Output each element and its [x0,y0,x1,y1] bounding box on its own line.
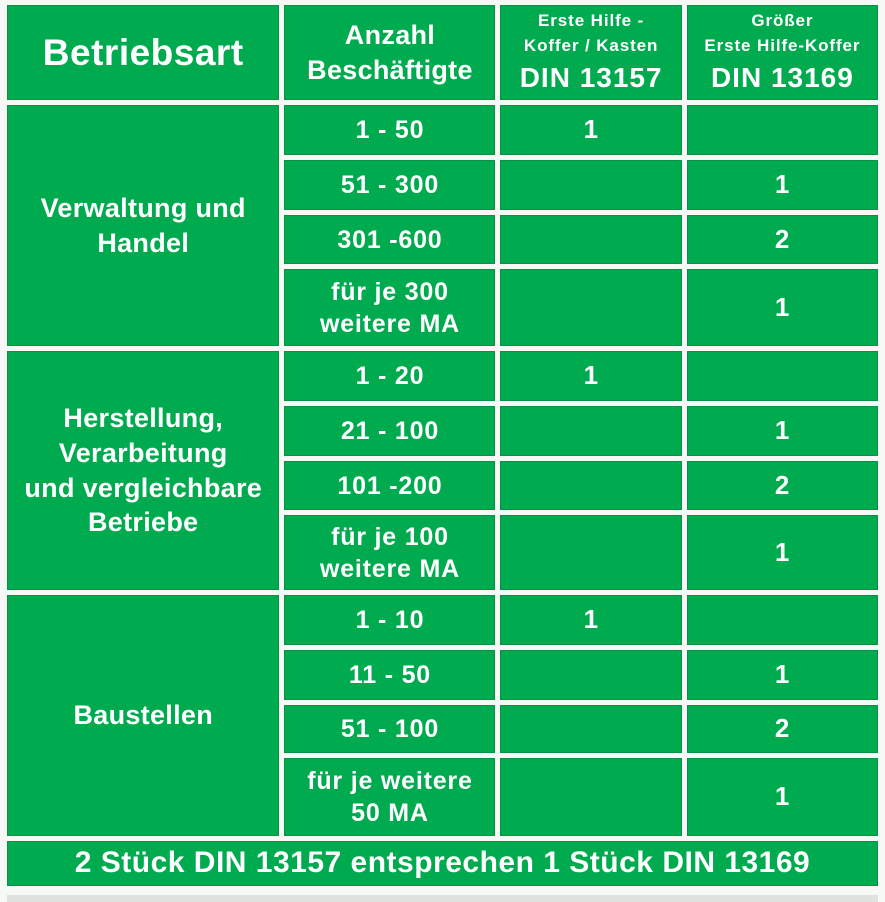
range-cell: 11 - 50 [284,650,496,700]
header-cell-betriebsart: Betriebsart [7,5,280,100]
value-cell-din13169 [686,351,878,401]
header-label-line: Erste Hilfe-Koffer [704,35,861,55]
range-cell: 1 - 20 [284,351,496,401]
group-cell-herstellung-verarbeitung: Herstellung, Verarbeitung und vergleichb… [7,351,280,590]
header-cell-din13169: Größer Erste Hilfe-Koffer DIN 13169 [686,5,878,100]
range-line: 1 - 20 [355,362,425,390]
value-cell-din13169 [686,595,878,645]
range-cell: 51 - 300 [284,160,496,210]
header-label-line: Erste Hilfe - [538,10,645,30]
group-name-line: Herstellung, [63,403,224,434]
din-code: DIN 13157 [519,62,663,94]
range-cell: 101 -200 [284,461,496,510]
range-cell: für je 100 weitere MA [284,515,496,590]
value-cell-din13157 [500,705,682,753]
group-cell-verwaltung-und-handel: Verwaltung und Handel [7,105,280,346]
value-cell-din13169: 1 [686,515,878,590]
range-line: 1 - 10 [355,606,425,634]
bottom-edge-strip [7,895,878,902]
din-code: DIN 13169 [710,62,854,94]
range-cell: 1 - 50 [284,105,496,155]
value-cell-din13169: 1 [686,406,878,456]
value-cell-din13169: 2 [686,461,878,510]
range-line: 50 MA [351,799,429,827]
group-name-line: Verwaltung und [40,192,246,223]
value-cell-din13157 [500,461,682,510]
range-line: 51 - 300 [340,171,440,199]
value-cell-din13169 [686,105,878,155]
value-cell-din13169: 2 [686,215,878,264]
value-cell-din13157 [500,269,682,346]
group-name-line: und vergleichbare [24,472,263,503]
range-line: für je weitere [307,767,473,795]
header-cell-anzahl-beschaeftigte: Anzahl Beschäftigte [284,5,496,100]
range-line: 1 - 50 [355,116,425,144]
range-line: 101 -200 [337,471,443,500]
value-cell-din13169: 1 [686,758,878,836]
header-label-line: Beschäftigte [307,54,473,85]
group-name-line: Verarbeitung [58,437,228,468]
value-cell-din13157: 1 [500,105,682,155]
value-cell-din13169: 2 [686,705,878,753]
range-cell: 21 - 100 [284,406,496,456]
range-line: 11 - 50 [348,661,431,689]
group-name-line: Baustellen [73,700,213,731]
range-line: weitere MA [319,554,460,583]
footer-note: 2 Stück DIN 13157 entsprechen 1 Stück DI… [7,841,878,886]
value-cell-din13157 [500,406,682,456]
group-cell-baustellen: Baustellen [7,595,280,836]
value-cell-din13169: 1 [686,650,878,700]
value-cell-din13157 [500,758,682,836]
value-cell-din13157: 1 [500,595,682,645]
range-line: 301 -600 [337,225,443,254]
group-name-line: Betriebe [88,507,199,538]
value-cell-din13169: 1 [686,269,878,346]
header-label-line: Koffer / Kasten [523,35,659,55]
value-cell-din13157: 1 [500,351,682,401]
first-aid-requirements-table: Betriebsart Anzahl Beschäftigte Erste Hi… [7,5,878,886]
range-cell: für je weitere 50 MA [284,758,496,836]
value-cell-din13157 [500,160,682,210]
range-line: 51 - 100 [340,715,440,743]
range-cell: 1 - 10 [284,595,496,645]
header-label: Betriebsart [42,31,244,73]
value-cell-din13157 [500,215,682,264]
header-label-line: Größer [751,10,814,30]
group-name-line: Handel [97,227,190,258]
value-cell-din13169: 1 [686,160,878,210]
header-cell-din13157: Erste Hilfe - Koffer / Kasten DIN 13157 [500,5,682,100]
value-cell-din13157 [500,650,682,700]
range-line: 21 - 100 [340,417,440,445]
range-line: für je 100 [331,522,449,551]
header-label-line: Anzahl [344,19,436,50]
value-cell-din13157 [500,515,682,590]
range-line: weitere MA [319,309,460,338]
range-cell: für je 300 weitere MA [284,269,496,346]
range-line: für je 300 [331,277,449,306]
range-cell: 51 - 100 [284,705,496,753]
range-cell: 301 -600 [284,215,496,264]
